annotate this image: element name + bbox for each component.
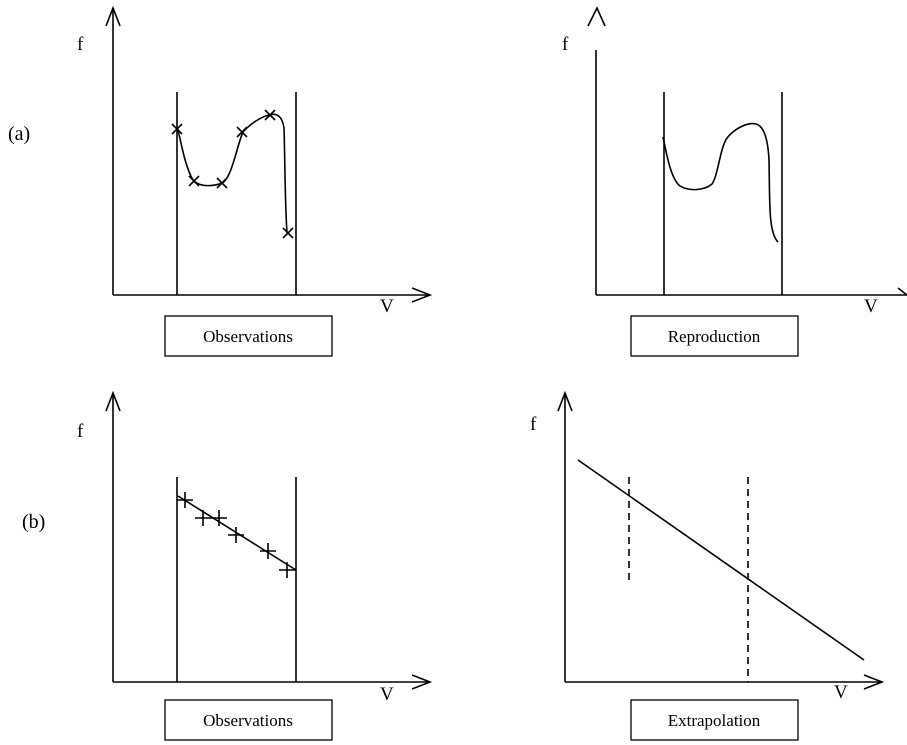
caption-label: Reproduction xyxy=(668,327,761,346)
y-axis-label: f xyxy=(77,34,84,55)
data-point xyxy=(264,109,276,121)
y-axis xyxy=(587,6,606,295)
data-point xyxy=(236,126,248,138)
data-point xyxy=(228,527,244,543)
data-point xyxy=(177,492,193,508)
reproduction-curve xyxy=(662,122,779,243)
row-label-b: (b) xyxy=(22,511,45,533)
x-axis xyxy=(596,287,907,296)
data-point xyxy=(260,543,276,559)
observation-markers xyxy=(177,492,295,578)
x-axis-label: V xyxy=(380,684,394,705)
y-axis xyxy=(105,390,121,682)
x-axis xyxy=(113,674,433,690)
data-point xyxy=(282,227,294,239)
data-point xyxy=(216,177,228,189)
x-axis xyxy=(113,287,433,303)
caption-label: Observations xyxy=(203,327,293,346)
x-axis-label: V xyxy=(864,296,878,317)
caption-label: Extrapolation xyxy=(668,711,761,730)
panel-a-reproduction: f V Reproduction xyxy=(562,6,907,357)
observation-curve xyxy=(176,113,288,234)
observation-trend-line xyxy=(177,495,297,571)
extrapolation-line xyxy=(577,459,865,661)
y-axis xyxy=(557,390,573,682)
y-axis-label: f xyxy=(77,421,84,442)
x-axis-label: V xyxy=(834,682,848,703)
y-axis xyxy=(105,5,121,295)
data-point xyxy=(171,123,183,135)
data-point xyxy=(279,562,295,578)
x-axis xyxy=(565,674,885,690)
y-axis-label: f xyxy=(562,34,569,55)
x-axis-label: V xyxy=(380,296,394,317)
caption-box: Observations xyxy=(164,315,333,357)
y-axis-label: f xyxy=(530,414,537,435)
caption-box: Reproduction xyxy=(630,315,799,357)
data-point xyxy=(195,510,211,526)
panel-b-observations: f V Observations xyxy=(77,390,433,741)
data-point xyxy=(188,175,200,187)
row-label-a: (a) xyxy=(8,123,30,145)
observation-markers xyxy=(171,109,294,239)
panel-b-extrapolation: f V Extrapolation xyxy=(530,390,885,741)
data-point xyxy=(211,510,227,526)
caption-box: Extrapolation xyxy=(630,699,799,741)
caption-box: Observations xyxy=(164,699,333,741)
panel-a-observations: f V Observations xyxy=(77,5,433,357)
caption-label: Observations xyxy=(203,711,293,730)
